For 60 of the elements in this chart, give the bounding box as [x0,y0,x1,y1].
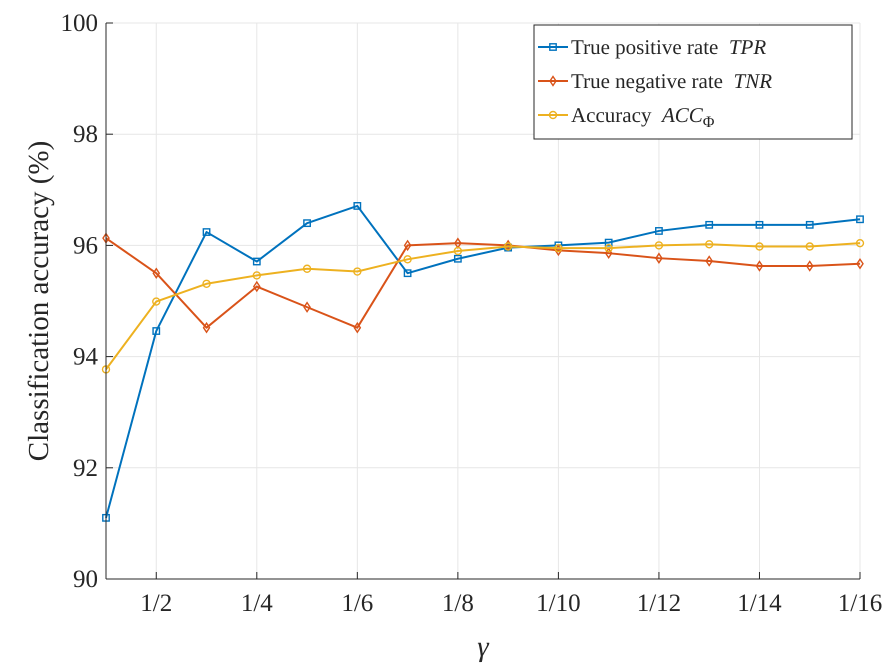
y-tick-label: 90 [73,566,98,593]
point [303,302,311,312]
legend-label: Accuracy ACC$_{Φ}$ [571,103,715,131]
point [353,202,362,210]
point [454,246,462,256]
point [654,241,664,250]
x-tick-label: 1/6 [341,590,374,617]
point [756,260,764,272]
point [655,252,663,264]
point [604,238,613,247]
x-tick-label: 1/8 [442,590,474,617]
point [102,365,110,374]
point [403,255,412,264]
point [856,258,864,269]
x-tick-label: 1/10 [536,590,581,617]
point [604,248,612,258]
point [152,327,160,335]
point [252,258,261,266]
point [705,220,714,229]
point [454,238,462,248]
legend-label: True negative rate TNR [571,69,772,93]
legend-label: True positive rate TPR [571,35,766,59]
point [202,280,211,288]
point [102,514,110,522]
point [353,267,362,276]
y-tick-label: 92 [73,454,98,482]
point [454,254,462,263]
point [302,264,312,273]
y-tick-label: 100 [60,10,98,37]
point [354,322,362,333]
point [705,240,714,248]
y-tick-label: 94 [73,344,98,371]
point [102,232,110,244]
point [252,271,261,280]
point [856,238,864,248]
point [152,268,160,278]
point [554,244,563,252]
point [756,220,764,229]
x-tick-label: 1/4 [240,590,274,617]
point [202,228,210,236]
point [806,242,814,251]
point [303,219,311,228]
point [604,244,613,252]
x-axis-title: γ [477,631,490,663]
x-tick-label: 1/12 [636,590,682,617]
point [554,245,562,256]
y-tick-label: 96 [73,232,98,260]
point [152,297,160,306]
x-tick-label: 1/2 [140,590,172,617]
point [404,240,412,251]
x-tick-label: 1/14 [737,590,782,617]
point [404,269,412,278]
point [202,322,210,333]
point [806,220,814,229]
point [655,227,663,235]
point [755,242,764,251]
point [856,215,864,224]
y-tick-label: 98 [73,121,98,148]
x-tick-label: 1/16 [838,590,882,617]
y-axis-title: Classification accuracy (%) [23,140,55,462]
